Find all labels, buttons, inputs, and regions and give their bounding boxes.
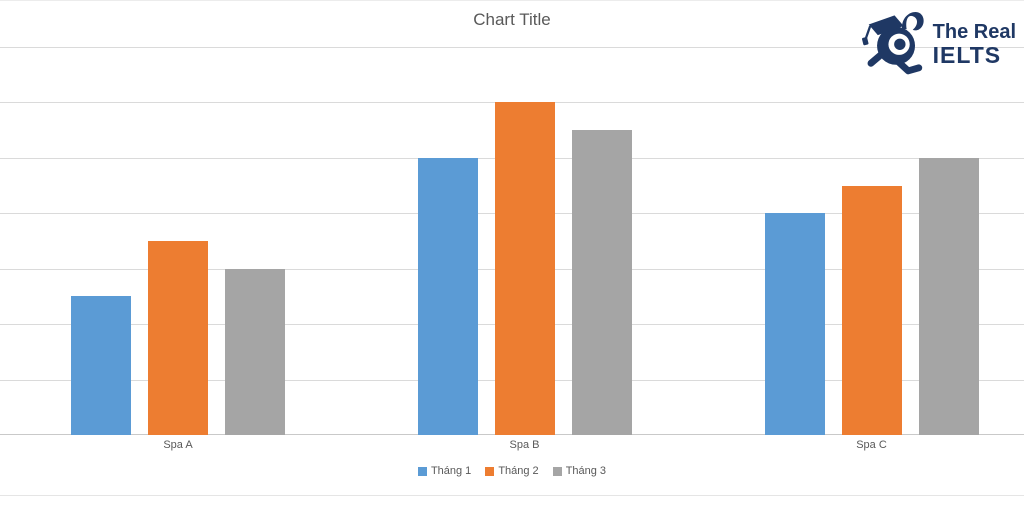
brand-name-line1: The Real <box>932 20 1016 43</box>
x-axis-label-spa-c: Spa C <box>856 439 887 451</box>
bar-thang-1-spa-c <box>764 213 825 435</box>
chart-bottom-border <box>0 495 1024 496</box>
gridline <box>0 47 1024 48</box>
legend-item-thang-1: Tháng 1 <box>417 465 472 477</box>
bar-thang-2-spa-a <box>148 241 208 435</box>
legend-swatch-icon <box>417 466 427 476</box>
bar-thang-2-spa-c <box>841 185 902 435</box>
legend-swatch-icon <box>552 466 562 476</box>
brand-logo: The Real IELTS <box>855 4 1016 85</box>
bar-thang-3-spa-c <box>918 157 979 435</box>
brand-logo-text: The Real IELTS <box>932 20 1016 68</box>
brand-name-line2: IELTS <box>932 41 1002 68</box>
legend-item-thang-2: Tháng 2 <box>485 465 539 477</box>
legend-label: Tháng 2 <box>498 465 539 477</box>
bar-thang-1-spa-a <box>71 296 131 435</box>
legend-swatch-icon <box>485 466 495 476</box>
bar-thang-3-spa-a <box>225 268 285 435</box>
bar-thang-1-spa-b <box>417 157 478 435</box>
legend: Tháng 1 Tháng 2 Tháng 3 <box>0 465 1024 477</box>
bar-thang-2-spa-b <box>494 102 555 435</box>
legend-label: Tháng 3 <box>565 465 607 477</box>
legend-label: Tháng 1 <box>430 465 472 477</box>
bar-thang-3-spa-b <box>571 130 632 435</box>
chart-title: Chart Title <box>473 10 551 29</box>
x-axis-label-spa-b: Spa B <box>509 439 540 451</box>
plot-area <box>0 47 1024 435</box>
snail-graduate-icon <box>855 4 931 85</box>
legend-item-thang-3: Tháng 3 <box>552 465 607 477</box>
x-axis-label-spa-a: Spa A <box>163 439 193 451</box>
